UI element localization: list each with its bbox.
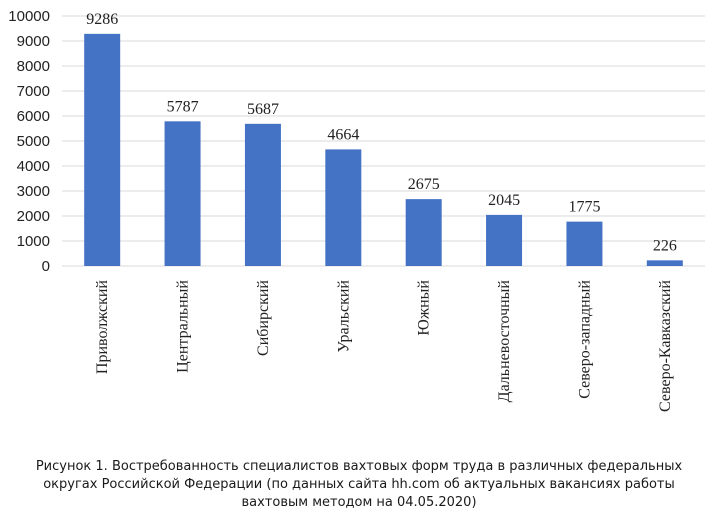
y-tick-label-7: 7000: [17, 83, 50, 100]
figure-caption: Рисунок 1. Востребованность специалистов…: [0, 458, 718, 512]
y-tick-label-5: 5000: [17, 133, 50, 150]
gridlines: [62, 15, 705, 267]
y-tick-label-8: 8000: [17, 58, 50, 75]
data-label-7: 226: [653, 237, 677, 254]
caption-line-1: Рисунок 1. Востребованность специалистов…: [35, 459, 683, 474]
bar-0: [84, 33, 121, 266]
x-tick-label-3: Уральский: [335, 280, 352, 353]
data-label-2: 5687: [247, 101, 279, 118]
bar-chart: 0 1000 2000 3000 4000 5000 6000 7000 8000 9000 100…: [8, 8, 705, 412]
y-tick-label-1: 1000: [17, 233, 50, 250]
x-tick-label-1: Центральный: [175, 280, 192, 373]
data-labels: 9286 5787 5687 4664 2675 2045 1775 226: [86, 11, 677, 255]
y-tick-label-9: 9000: [17, 33, 50, 50]
data-label-3: 4664: [327, 126, 359, 143]
y-tick-label-6: 6000: [17, 108, 50, 125]
caption-line-2: округах Российской Федерации (по данных …: [43, 477, 675, 492]
x-tick-label-4: Южный: [416, 280, 433, 336]
y-tick-label-10: 10000: [8, 8, 50, 25]
x-tick-label-0: Приволжский: [94, 280, 111, 375]
data-label-0: 9286: [86, 11, 118, 28]
y-axis: 0 1000 2000 3000 4000 5000 6000 7000 8000 9000 100…: [8, 8, 50, 275]
x-axis: Приволжский Центральный Сибирский Уральский…: [94, 280, 674, 412]
bar-4: [405, 199, 442, 266]
x-tick-label-6: Северо-западный: [576, 280, 593, 399]
y-tick-label-3: 3000: [17, 183, 50, 200]
x-tick-label-2: Сибирский: [255, 280, 272, 356]
caption-line-3: вахтовым методом на 04.05.2020): [241, 495, 477, 510]
y-tick-label-2: 2000: [17, 208, 50, 225]
bar-7: [646, 260, 683, 266]
bar-1: [164, 121, 201, 266]
y-tick-label-0: 0: [42, 258, 50, 275]
data-label-4: 2675: [408, 176, 440, 193]
bars: [84, 33, 683, 266]
bar-3: [325, 149, 362, 266]
x-tick-label-7: Северо-Кавказский: [657, 280, 674, 412]
data-label-1: 5787: [167, 98, 199, 115]
data-label-5: 2045: [488, 192, 520, 209]
bar-5: [486, 214, 523, 266]
data-label-6: 1775: [568, 199, 600, 216]
bar-6: [566, 221, 603, 266]
bar-2: [244, 123, 281, 266]
x-tick-label-5: Дальневосточный: [496, 280, 513, 403]
y-tick-label-4: 4000: [17, 158, 50, 175]
